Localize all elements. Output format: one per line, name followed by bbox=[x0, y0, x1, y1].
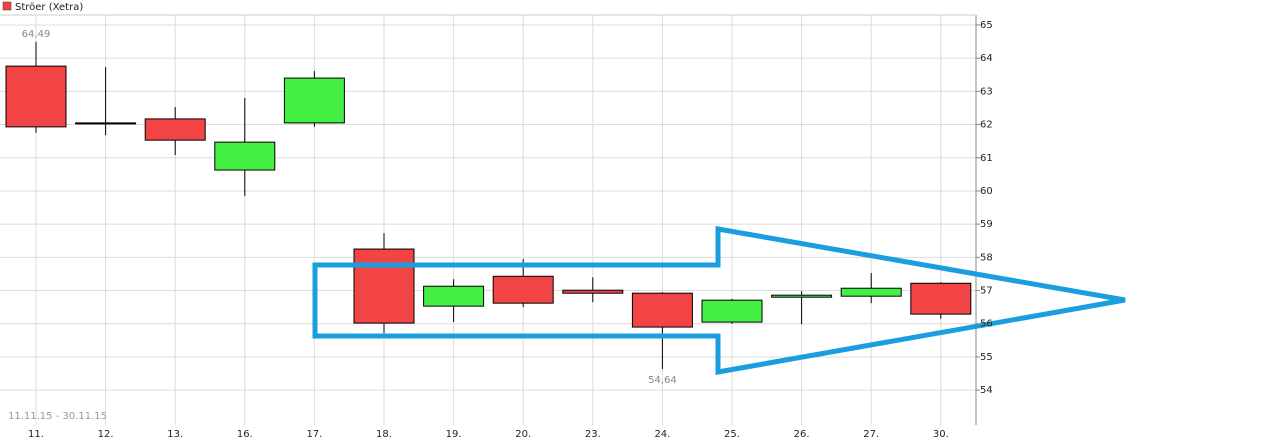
y-tick-label: 56 bbox=[980, 319, 993, 330]
x-tick-label: 19. bbox=[446, 429, 462, 440]
candle-body bbox=[701, 299, 763, 323]
y-tick-label: 63 bbox=[980, 86, 993, 97]
y-tick-label: 58 bbox=[980, 252, 993, 263]
grid bbox=[0, 15, 976, 425]
candle-body bbox=[562, 289, 624, 294]
x-tick-label: 12. bbox=[98, 429, 114, 440]
legend-label: Ströer (Xetra) bbox=[15, 2, 83, 13]
candle-body bbox=[492, 275, 554, 304]
x-tick-label: 26. bbox=[794, 429, 810, 440]
candle-body bbox=[631, 292, 693, 328]
y-tick-label: 57 bbox=[980, 286, 993, 297]
x-tick-label: 27. bbox=[863, 429, 879, 440]
candle-body bbox=[75, 122, 137, 125]
candle-body bbox=[353, 248, 415, 324]
y-tick-label: 60 bbox=[980, 186, 993, 197]
candles bbox=[5, 41, 972, 369]
x-tick-label: 30. bbox=[933, 429, 949, 440]
x-tick-label: 18. bbox=[376, 429, 392, 440]
y-tick-label: 61 bbox=[980, 153, 993, 164]
plot-area bbox=[0, 15, 976, 425]
y-tick-label: 55 bbox=[980, 352, 993, 363]
y-tick-label: 65 bbox=[980, 20, 993, 31]
high-label: 64,49 bbox=[22, 29, 51, 40]
x-tick-label: 25. bbox=[724, 429, 740, 440]
candle-body bbox=[771, 294, 833, 298]
x-tick-label: 17. bbox=[306, 429, 322, 440]
x-tick-label: 11. bbox=[28, 429, 44, 440]
x-tick-label: 20. bbox=[515, 429, 531, 440]
legend-swatch bbox=[2, 1, 12, 11]
y-tick-label: 59 bbox=[980, 219, 993, 230]
trend-arrow bbox=[312, 226, 1126, 375]
candle-body bbox=[214, 141, 276, 171]
date-range: 11.11.15 - 30.11.15 bbox=[8, 411, 107, 422]
candle-body bbox=[840, 287, 902, 297]
x-tick-label: 23. bbox=[585, 429, 601, 440]
y-tick-label: 62 bbox=[980, 120, 993, 131]
candle-body bbox=[144, 118, 206, 141]
low-label: 54,64 bbox=[648, 375, 677, 386]
x-tick-label: 24. bbox=[654, 429, 670, 440]
candle-body bbox=[5, 65, 67, 128]
candle-body bbox=[283, 77, 345, 124]
candle-body bbox=[910, 282, 972, 315]
y-tick-label: 64 bbox=[980, 53, 993, 64]
x-tick-label: 16. bbox=[237, 429, 253, 440]
x-tick-label: 13. bbox=[167, 429, 183, 440]
y-tick-label: 54 bbox=[980, 385, 993, 396]
candle-body bbox=[423, 285, 485, 307]
